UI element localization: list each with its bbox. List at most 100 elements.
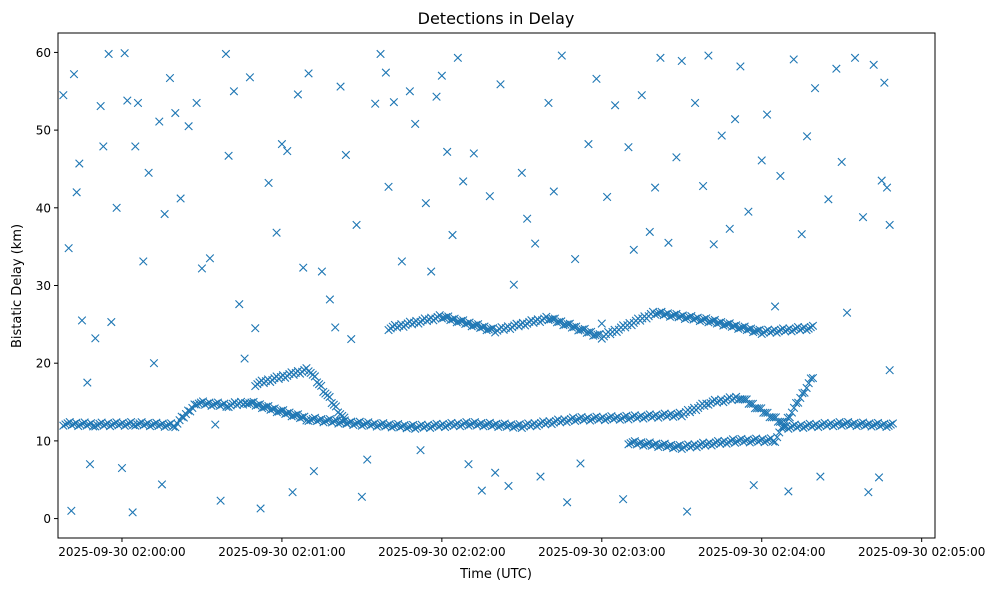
detection-point: [64, 244, 73, 253]
detection-point: [670, 310, 679, 320]
detection-point: [85, 460, 95, 469]
y-tick-label: 10: [36, 434, 51, 448]
detection-point: [697, 315, 707, 325]
detection-point: [664, 238, 673, 247]
detection-point: [677, 56, 686, 66]
detection-point: [572, 322, 581, 331]
detection-point: [171, 108, 180, 118]
detection-point: [124, 419, 134, 428]
detection-point: [144, 168, 153, 178]
detection-point: [464, 460, 473, 469]
detection-point: [477, 486, 487, 495]
detection-point: [885, 365, 894, 375]
detection-point: [798, 388, 807, 398]
detection-point: [586, 327, 596, 336]
detection-point: [298, 413, 307, 422]
detection-point: [336, 82, 345, 91]
detection-point: [405, 87, 415, 96]
detection-point: [762, 110, 772, 119]
detection-point: [573, 415, 582, 424]
detection-point: [96, 101, 105, 111]
detection-point: [787, 408, 797, 417]
detection-point: [667, 311, 677, 320]
detection-point: [192, 98, 201, 108]
detection-point: [804, 379, 813, 388]
y-axis-label: Bistatic Delay (km): [10, 224, 25, 348]
detection-point: [569, 322, 579, 332]
detection-point: [120, 49, 129, 58]
detection-point: [674, 313, 683, 322]
detection-point: [669, 444, 678, 453]
x-tick-label: 2025-09-30 02:02:00: [378, 545, 505, 559]
detection-point: [277, 139, 287, 149]
detection-point: [253, 400, 263, 410]
detection-point: [363, 455, 372, 464]
detection-point: [738, 323, 747, 332]
detection-point: [104, 49, 113, 59]
detection-point: [404, 422, 413, 432]
detection-point: [299, 263, 308, 272]
detection-point: [264, 178, 273, 188]
y-tick-label: 60: [36, 46, 51, 60]
detection-point: [235, 299, 244, 309]
detection-point: [802, 132, 812, 141]
detection-point: [387, 423, 396, 432]
detection-point: [605, 413, 614, 422]
detection-point: [288, 487, 297, 497]
detection-point: [580, 324, 589, 334]
detection-point: [557, 51, 566, 60]
detection-point: [882, 183, 892, 192]
detection-point: [781, 418, 790, 427]
detection-point: [682, 313, 692, 323]
scatter-points: [59, 49, 898, 517]
detection-point: [427, 267, 436, 276]
detection-point: [680, 314, 690, 324]
detection-point: [355, 417, 364, 426]
detection-point: [730, 115, 740, 124]
x-tick-label: 2025-09-30 02:04:00: [698, 545, 825, 559]
detection-point: [72, 188, 81, 197]
detection-point: [205, 254, 215, 263]
detection-point: [511, 422, 520, 431]
detection-point: [530, 239, 540, 248]
detection-point: [145, 422, 155, 431]
detection-point: [421, 198, 431, 208]
detection-point: [448, 315, 457, 324]
detection-point: [550, 314, 560, 323]
detection-point: [120, 421, 129, 431]
detection-point: [730, 438, 740, 447]
detection-point: [785, 413, 794, 422]
detection-point: [562, 498, 572, 507]
detection-point: [256, 504, 265, 513]
detection-point: [752, 404, 762, 413]
detection-point: [810, 83, 820, 93]
detection-point: [471, 320, 481, 330]
detection-point: [351, 419, 360, 429]
detection-point: [456, 316, 466, 326]
detection-point: [699, 315, 709, 324]
detection-point: [842, 308, 852, 317]
detection-point: [602, 414, 612, 424]
detection-point: [882, 422, 891, 432]
detection-point: [584, 139, 593, 149]
detection-point: [437, 71, 447, 80]
detection-point: [655, 308, 664, 317]
detection-point: [548, 314, 557, 324]
detection-point: [563, 320, 572, 329]
detection-point: [867, 422, 876, 431]
detection-point: [509, 423, 518, 432]
detection-point: [517, 168, 527, 178]
detection-point: [661, 310, 670, 319]
detection-point: [869, 60, 878, 70]
detection-point: [357, 421, 367, 430]
x-axis-label: Time (UTC): [459, 567, 532, 582]
detection-point: [59, 90, 68, 100]
detection-point: [609, 415, 618, 424]
detection-point: [376, 49, 385, 59]
detection-point: [789, 55, 798, 64]
detection-point: [789, 403, 799, 413]
detection-point: [268, 404, 277, 414]
detection-point: [139, 257, 148, 266]
detection-point: [448, 230, 457, 240]
